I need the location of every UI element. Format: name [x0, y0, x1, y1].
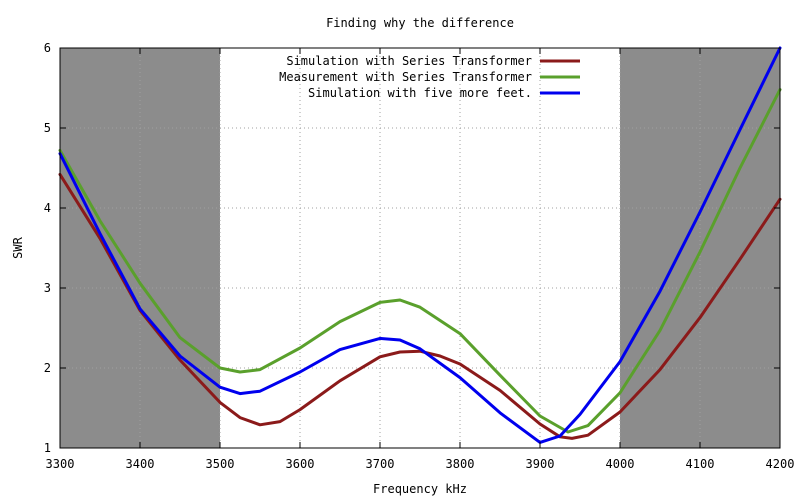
tick-labels: 3300 3400 3500 3600 3700 3800 3900 4000 4100 4200…: [44, 41, 795, 471]
x-tick-label-7: 4000: [606, 457, 635, 471]
x-tick-label-8: 4100: [686, 457, 715, 471]
plot-border: [59, 47, 781, 449]
x-tick-label-9: 4200: [766, 457, 795, 471]
legend-label-1: Measurement with Series Transformer: [279, 70, 532, 84]
y-tick-label-3: 4: [44, 201, 51, 215]
legend-label-0: Simulation with Series Transformer: [286, 54, 532, 68]
x-tick-label-5: 3800: [446, 457, 475, 471]
x-tick-label-6: 3900: [526, 457, 555, 471]
y-tick-label-4: 5: [44, 121, 51, 135]
x-tick-label-1: 3400: [126, 457, 155, 471]
x-tick-label-4: 3700: [366, 457, 395, 471]
series-line-1: [58, 88, 782, 434]
y-tick-label-0: 1: [44, 441, 51, 455]
legend-label-2: Simulation with five more feet.: [308, 86, 532, 100]
series-line-2: [58, 46, 782, 444]
chart-title: Finding why the difference: [326, 16, 514, 30]
y-tick-label-5: 6: [44, 41, 51, 55]
x-axis-title: Frequency kHz: [373, 482, 467, 496]
axes: [59, 47, 781, 449]
shaded-regions: [60, 48, 780, 448]
y-tick-label-2: 3: [44, 281, 51, 295]
y-axis-title: SWR: [11, 236, 25, 258]
x-tick-label-3: 3600: [286, 457, 315, 471]
x-tick-label-0: 3300: [46, 457, 75, 471]
legend: Simulation with Series Transformer Measur…: [279, 54, 580, 100]
series-line-0: [58, 172, 782, 440]
series-lines: [58, 46, 782, 444]
x-tick-label-2: 3500: [206, 457, 235, 471]
grid-lines: [60, 48, 780, 448]
y-tick-label-1: 2: [44, 361, 51, 375]
